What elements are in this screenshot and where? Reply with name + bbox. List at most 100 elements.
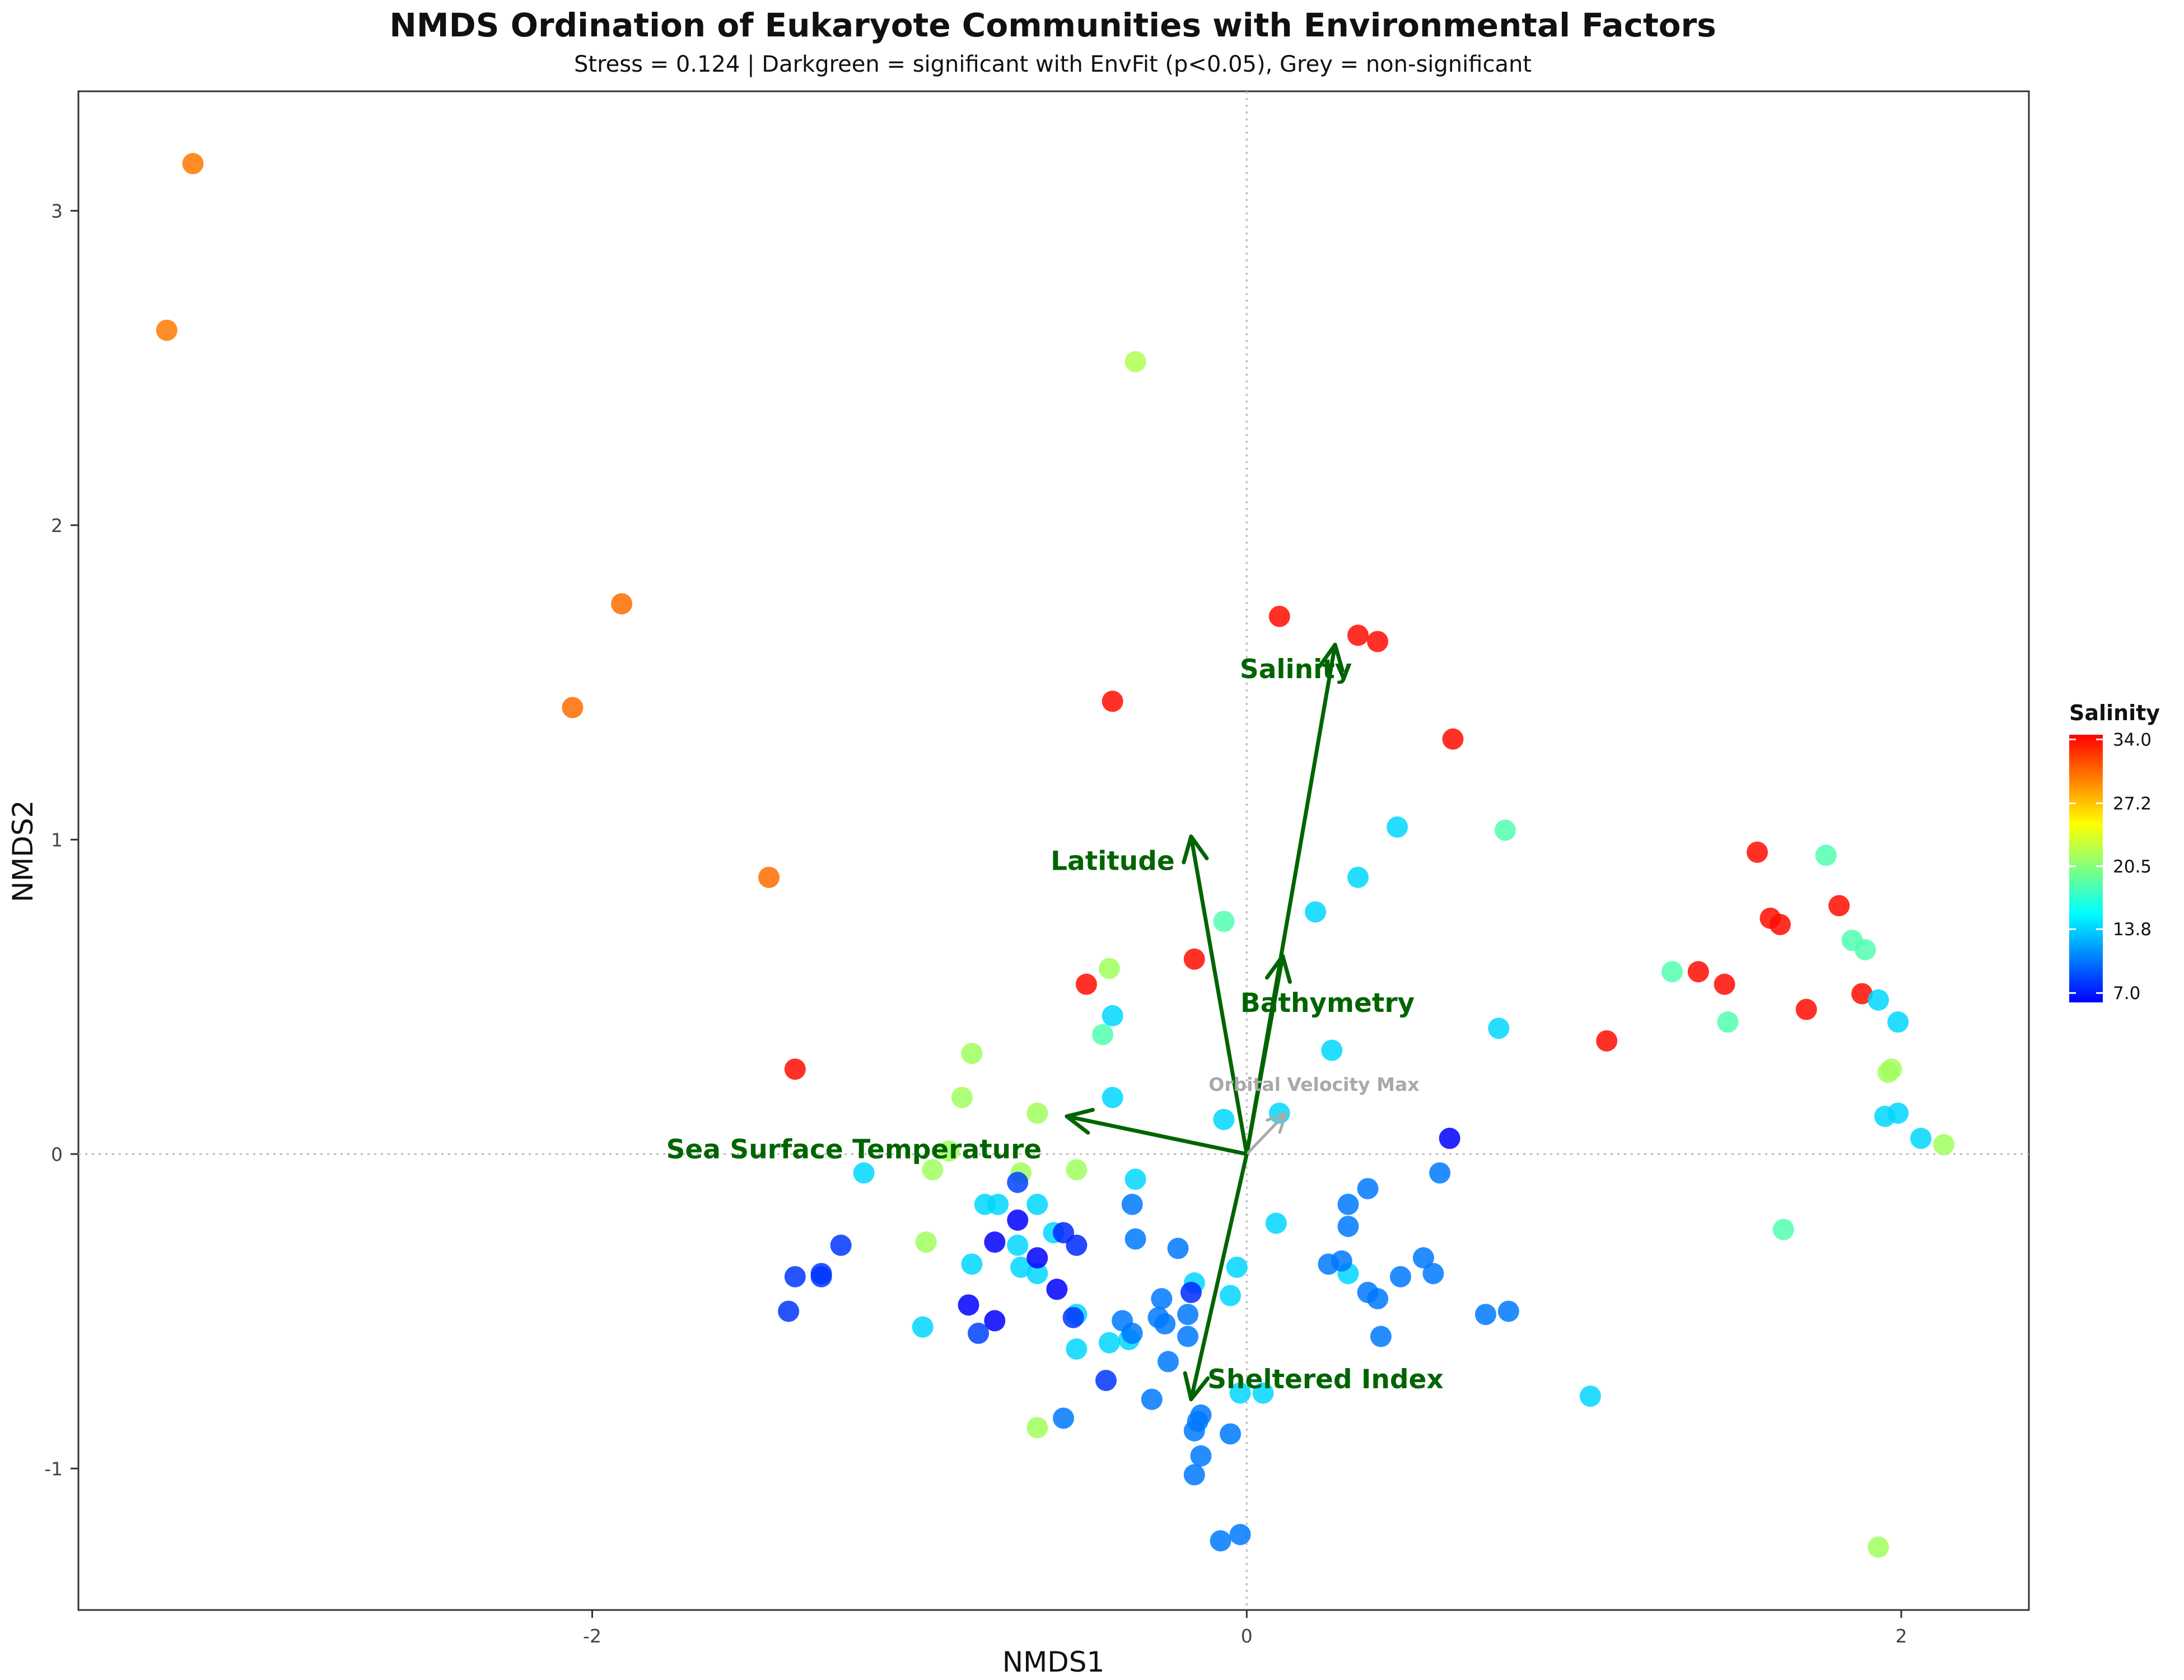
sample-point bbox=[1412, 1247, 1434, 1269]
sample-point bbox=[1177, 1326, 1199, 1347]
vector-arrowhead bbox=[1065, 1108, 1095, 1118]
sample-point bbox=[1026, 1102, 1048, 1124]
vector-label: Bathymetry bbox=[1240, 988, 1415, 1019]
sample-point bbox=[1124, 351, 1146, 372]
sample-point bbox=[1494, 819, 1516, 841]
sample-point bbox=[1095, 1370, 1117, 1392]
vector-arrow bbox=[1066, 1114, 1248, 1156]
colorbar-tick-label: 13.8 bbox=[2113, 920, 2152, 940]
vector-arrowhead bbox=[1333, 642, 1345, 673]
vector-arrow bbox=[1245, 1112, 1287, 1155]
sample-point bbox=[961, 1253, 983, 1275]
y-tick-label: -1 bbox=[44, 1458, 63, 1480]
sample-point bbox=[1815, 844, 1837, 866]
sample-point bbox=[1075, 973, 1097, 995]
sample-point bbox=[1933, 1133, 1955, 1155]
envfit-vector-labels: Salinity Latitude Bathymetry Orbital Veloci… bbox=[666, 654, 1444, 1395]
reference-lines bbox=[78, 91, 2029, 1610]
vector-arrow bbox=[1189, 836, 1249, 1155]
sample-points bbox=[156, 153, 1955, 1558]
sample-point bbox=[938, 1140, 960, 1162]
sample-point bbox=[1010, 1256, 1032, 1278]
sample-point bbox=[1868, 1536, 1889, 1558]
vector-arrowhead bbox=[1264, 954, 1285, 980]
sample-point bbox=[922, 1159, 944, 1180]
sample-point bbox=[1367, 1288, 1389, 1310]
sample-point bbox=[1220, 1423, 1242, 1445]
sample-point bbox=[1183, 1420, 1205, 1441]
y-tick-label: 3 bbox=[51, 200, 63, 222]
sample-point bbox=[1229, 1382, 1251, 1404]
sample-point bbox=[1887, 1102, 1909, 1124]
sample-point bbox=[987, 1193, 1009, 1215]
sample-point bbox=[1772, 1219, 1794, 1240]
sample-point bbox=[1596, 1030, 1618, 1052]
x-tick-label: 2 bbox=[1896, 1625, 1907, 1647]
sample-point bbox=[182, 153, 204, 175]
sample-point bbox=[1092, 1024, 1114, 1046]
y-axis-ticks: -1 0 1 2 3 bbox=[44, 200, 78, 1480]
sample-point bbox=[1488, 1018, 1510, 1039]
sample-point bbox=[1102, 690, 1123, 712]
colorbar-tick-label: 34.0 bbox=[2113, 730, 2152, 750]
sample-point bbox=[1746, 841, 1768, 863]
sample-point bbox=[1331, 1250, 1352, 1272]
chart-title: NMDS Ordination of Eukaryote Communities… bbox=[389, 6, 1716, 44]
sample-point bbox=[951, 1086, 973, 1108]
sample-point bbox=[1183, 1464, 1205, 1486]
sample-point bbox=[1268, 605, 1290, 627]
sample-point bbox=[784, 1266, 806, 1287]
y-tick-label: 1 bbox=[51, 829, 63, 851]
sample-point bbox=[1098, 958, 1120, 979]
sample-point bbox=[1474, 1304, 1496, 1326]
sample-point bbox=[1210, 1530, 1231, 1552]
vector-arrowhead bbox=[1281, 954, 1292, 984]
vector-arrowhead bbox=[1317, 642, 1337, 669]
envfit-vectors bbox=[1065, 642, 1345, 1402]
sample-point bbox=[1102, 1086, 1123, 1108]
sample-point bbox=[912, 1316, 934, 1338]
sample-point bbox=[1121, 1322, 1143, 1344]
sample-point bbox=[1305, 901, 1327, 923]
sample-point bbox=[1046, 1278, 1068, 1300]
vector-label: Orbital Velocity Max bbox=[1208, 1074, 1419, 1095]
sample-point bbox=[1124, 1168, 1146, 1190]
sample-point bbox=[1851, 983, 1873, 1005]
sample-point bbox=[1662, 961, 1683, 983]
sample-point bbox=[1422, 1263, 1444, 1285]
chart-subtitle: Stress = 0.124 | Darkgreen = significant… bbox=[574, 52, 1532, 77]
sample-point bbox=[562, 697, 584, 718]
sample-point bbox=[1213, 911, 1235, 932]
sample-point bbox=[915, 1231, 937, 1253]
sample-point bbox=[1717, 1011, 1739, 1033]
sample-point bbox=[1887, 1011, 1909, 1033]
sample-point bbox=[1265, 1212, 1287, 1234]
sample-point bbox=[1429, 1162, 1451, 1184]
sample-point bbox=[1868, 989, 1889, 1011]
sample-point bbox=[1026, 1193, 1048, 1215]
y-axis-title: NMDS2 bbox=[7, 800, 39, 903]
sample-point bbox=[1007, 1209, 1029, 1231]
vector-label: Sea Surface Temperature bbox=[666, 1134, 1042, 1165]
sample-point bbox=[1177, 1304, 1199, 1326]
sample-point bbox=[1370, 1326, 1392, 1347]
vector-arrowhead bbox=[1266, 1112, 1287, 1122]
sample-point bbox=[1124, 1228, 1146, 1250]
sample-point bbox=[1910, 1127, 1932, 1149]
sample-point bbox=[1102, 1005, 1123, 1026]
vector-arrowhead bbox=[1065, 1114, 1090, 1135]
sample-point bbox=[1347, 624, 1369, 646]
sample-point bbox=[1220, 1285, 1242, 1306]
sample-point bbox=[1321, 1039, 1343, 1061]
y-tick-label: 2 bbox=[51, 515, 63, 536]
sample-point bbox=[1387, 816, 1408, 838]
sample-point bbox=[1062, 1306, 1084, 1328]
x-tick-label: -2 bbox=[583, 1625, 601, 1647]
sample-point bbox=[1442, 728, 1464, 750]
sample-point bbox=[810, 1266, 832, 1287]
sample-point bbox=[1141, 1388, 1163, 1410]
sample-point bbox=[1337, 1215, 1359, 1237]
colorbar-tick-label: 20.5 bbox=[2113, 857, 2152, 877]
vector-label: Latitude bbox=[1051, 846, 1175, 877]
